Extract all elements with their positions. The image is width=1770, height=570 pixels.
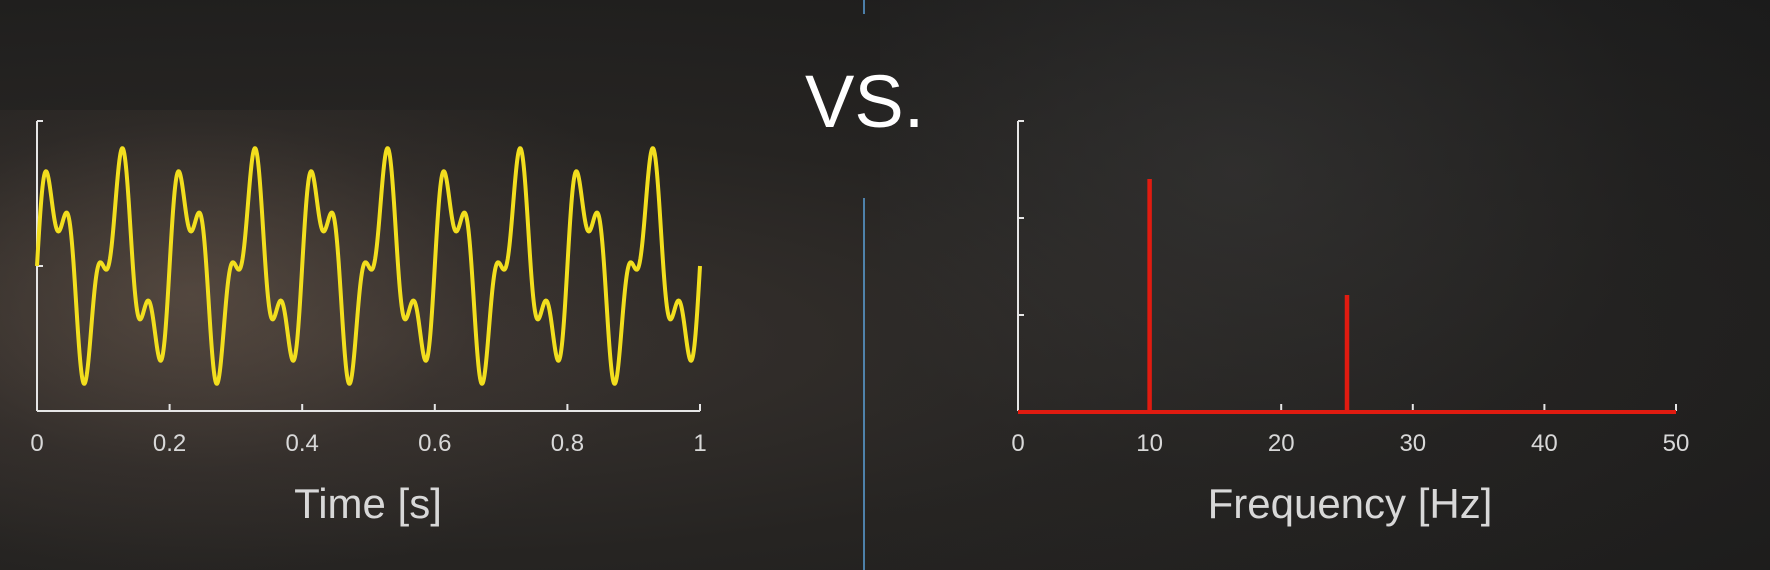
- freq-x-tick-label: 40: [1531, 430, 1558, 457]
- freq-x-tick-label: 0: [1011, 430, 1024, 457]
- freq-x-ticks: 0 10 20 30 40 50: [1011, 404, 1689, 457]
- vs-title: VS.: [805, 60, 925, 143]
- time-x-tick-label: 1: [693, 430, 706, 457]
- freq-x-tick-label: 30: [1399, 430, 1426, 457]
- time-x-ticks: 0 0.2 0.4 0.6 0.8 1: [30, 404, 707, 457]
- freq-x-tick-label: 50: [1663, 430, 1690, 457]
- time-chart: 0 0.2 0.4 0.6 0.8 1 Time [s]: [30, 120, 707, 527]
- time-x-tick-label: 0.4: [286, 430, 319, 457]
- time-x-tick-label: 0.8: [551, 430, 584, 457]
- time-x-tick-label: 0.6: [418, 430, 451, 457]
- freq-bars: [1147, 179, 1350, 412]
- time-x-tick-label: 0.2: [153, 430, 186, 457]
- time-x-label: Time [s]: [294, 480, 442, 527]
- background-painting-left: [0, 110, 640, 570]
- time-x-tick-label: 0: [30, 430, 43, 457]
- signal-line: [35, 146, 702, 386]
- freq-x-label: Frequency [Hz]: [1208, 480, 1493, 527]
- background-painting-right: [880, 0, 1770, 570]
- freq-x-tick-label: 20: [1268, 430, 1295, 457]
- frequency-chart: 0 10 20 30 40 50 Frequency [Hz]: [1011, 120, 1689, 527]
- freq-x-tick-label: 10: [1136, 430, 1163, 457]
